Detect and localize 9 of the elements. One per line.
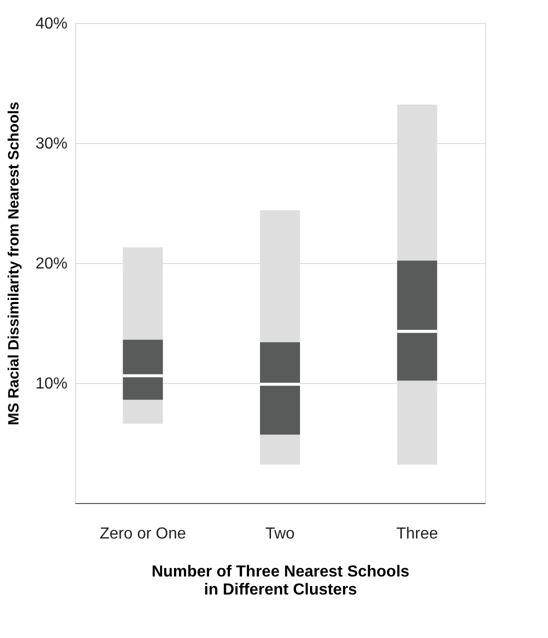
x-tick-label: Three [396, 526, 438, 542]
y-tick-label: 30% [35, 136, 68, 152]
y-axis-title: MS Racial Dissimilarity from Nearest Schools [5, 102, 22, 426]
y-tick-label: 10% [35, 376, 68, 392]
x-tick-label: Two [265, 526, 295, 542]
x-axis-title: Number of Three Nearest Schools in Different Clusters [152, 564, 410, 598]
y-tick-label: 40% [35, 16, 68, 32]
y-tick-label: 20% [35, 256, 68, 272]
x-tick-label: Zero or One [100, 526, 186, 542]
